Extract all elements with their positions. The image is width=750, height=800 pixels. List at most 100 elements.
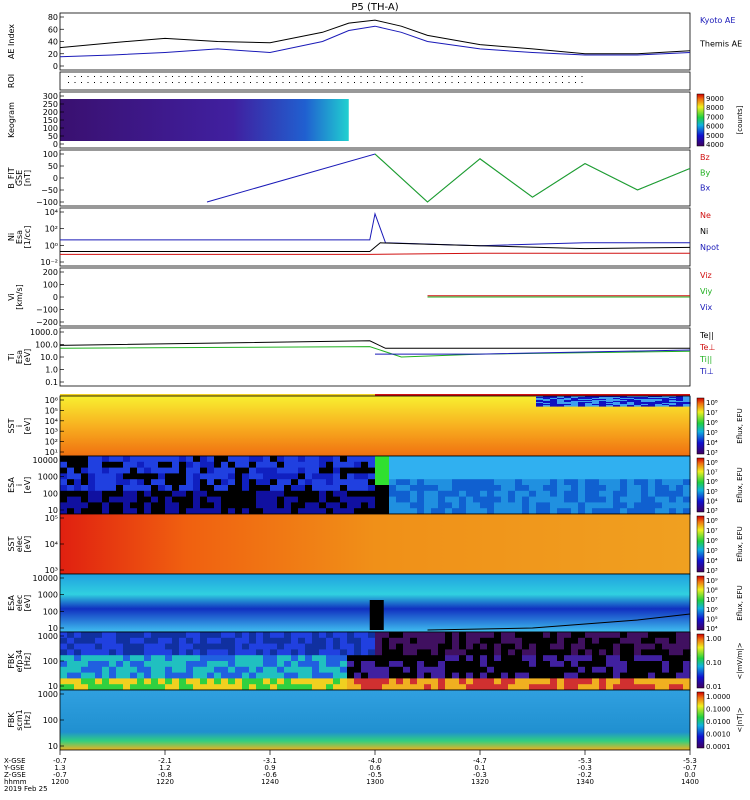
fbk-efield-cell [417,672,425,679]
fbk-efield-cell [263,672,271,679]
fbk-efield-cell [179,672,187,679]
esa-ion-cell [452,479,460,486]
esa-ion-cell [494,479,502,486]
colorbar-tick-label: 10⁶ [706,606,718,614]
roi-dot [458,82,459,83]
sst-ion-cell [592,398,600,400]
esa-ion-cell [88,502,96,509]
fbk-efield-cell [123,684,131,691]
fbk-efield-cell [291,684,299,691]
sst-ion-cell [662,404,670,406]
esa-ion-cell [431,496,439,503]
panel-frame [59,327,691,387]
fbk-efield-cell [207,661,215,668]
esa-ion-cell [522,479,530,486]
roi-dot [87,76,89,77]
roi-dot [243,82,245,83]
colorbar-tick-label: 10⁶ [706,478,718,486]
fbk-efield-cell [354,661,362,668]
esa-ion-cell [102,508,110,515]
fbk-efield-cell [452,661,460,668]
fbk-efield-cell [95,684,103,691]
footer-value-y: 1.3 [54,764,65,772]
sst-ion-cell [655,399,663,401]
esa-ion-cell [655,502,663,509]
fbk-efield-cell [263,684,271,691]
esa-ion-cell [389,479,397,486]
esa-ion-cell [123,502,131,509]
sst-ion-cell [536,403,544,405]
fbk-efield-cell [494,643,502,650]
fbk-efield-cell [585,684,593,691]
fbk-efield-cell [102,632,110,639]
fbk-efield-cell [536,637,544,645]
fbk-efield-cell [417,655,425,662]
roi-dot [94,82,95,83]
fbk-efield-cell [207,678,215,685]
esa-ion-cell [620,496,628,503]
sst-ion-cell [648,396,656,398]
esa-ion-cell [130,467,138,474]
sst-ion-cell [627,396,635,398]
fbk-efield-cell [599,643,607,650]
esa-ion-cell [487,461,495,469]
colorbar [696,575,705,631]
esa-ion-cell [242,508,250,515]
esa-ion-cell [452,473,460,480]
esa-ion-cell [186,490,194,498]
roi-dot [250,82,251,83]
esa-ion-cell [214,485,222,492]
fbk-efield-cell [333,655,341,662]
sst-ion-cell [676,396,684,398]
fbk-efield-cell [67,684,75,691]
legend-entry: Ti⊥ [699,367,714,376]
esa-ion-cell [228,456,236,463]
esa-ion-cell [585,461,593,469]
roi-dot [100,76,102,77]
esa-ion-cell [340,473,348,480]
colorbar-tick-label: 9000 [706,95,724,103]
fbk-efield-cell [207,666,215,674]
esa-ion-cell [361,467,369,474]
fbk-efield-cell [487,643,495,650]
esa-ion-cell [557,467,565,474]
fbk-efield-cell [620,632,628,639]
fbk-efield-cell [459,637,467,645]
fbk-efield-cell [186,678,194,685]
esa-ion-cell [452,461,460,469]
fbk-efield-cell [137,684,145,691]
fbk-efield-cell [634,661,642,668]
fbk-efield-cell [592,684,600,691]
esa-ion-cell [634,485,642,492]
fbk-efield-cell [578,649,586,656]
esa-ion-cell [193,508,201,515]
esa-ion-cell [291,479,299,486]
roi-dot [120,76,121,77]
y-tick-label: 10⁵ [45,406,58,415]
fbk-efield-cell [326,637,334,645]
esa-ion-cell [543,490,551,498]
esa-ion-cell [221,467,229,474]
fbk-efield-cell [172,661,180,668]
fbk-efield-cell [683,632,691,639]
fbk-efield-cell [333,672,341,679]
esa-ion-cell [67,461,75,469]
fbk-efield-cell [88,666,96,674]
esa-ion-cell [81,456,89,463]
fbk-efield-cell [60,666,68,674]
esa-ion-cell [151,485,159,492]
fbk-efield-cell [669,666,677,674]
esa-ion-cell [438,456,446,463]
footer-value-z: -0.7 [53,771,67,779]
fbk-efield-cell [368,643,376,650]
esa-ion-cell [529,473,537,480]
fbk-efield-cell [592,661,600,668]
esa-ion-cell [165,473,173,480]
esa-ion-cell [95,479,103,486]
fbk-efield-cell [445,655,453,662]
fbk-efield-cell [214,666,222,674]
esa-ion-cell [613,479,621,486]
fbk-efield-cell [662,678,670,685]
y-axis-label: [eV] [23,595,32,612]
